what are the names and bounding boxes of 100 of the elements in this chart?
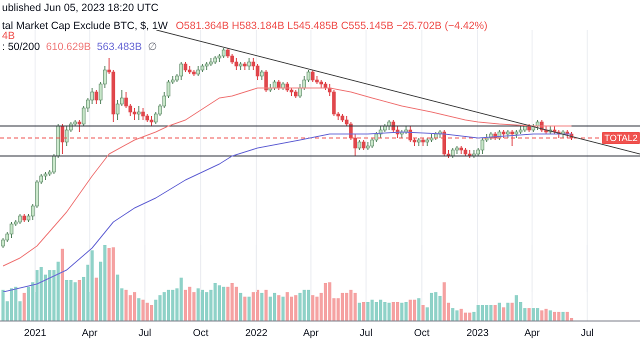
candlestick bbox=[136, 106, 141, 120]
candlestick bbox=[510, 130, 514, 146]
x-tick-label: Apr bbox=[303, 328, 320, 340]
candlestick bbox=[272, 80, 276, 90]
bar bbox=[22, 292, 26, 321]
bar bbox=[557, 312, 560, 321]
bar bbox=[234, 286, 238, 321]
bar bbox=[103, 245, 106, 321]
bar bbox=[260, 292, 264, 321]
bar bbox=[379, 300, 382, 321]
bar bbox=[370, 300, 374, 321]
bar bbox=[464, 312, 468, 321]
candlestick bbox=[480, 138, 484, 154]
bar bbox=[358, 302, 361, 321]
bar bbox=[536, 308, 540, 321]
bar bbox=[214, 283, 217, 321]
bar bbox=[132, 292, 136, 321]
annotation: : 50/200 bbox=[2, 41, 40, 53]
bar bbox=[200, 290, 204, 321]
bar bbox=[222, 286, 226, 321]
candlestick bbox=[222, 48, 226, 58]
bar bbox=[460, 308, 463, 321]
candlestick bbox=[226, 48, 230, 58]
candlestick bbox=[94, 90, 98, 104]
bar bbox=[489, 305, 493, 321]
ref-line-label: TOTAL2 bbox=[604, 133, 638, 143]
candlestick bbox=[370, 138, 374, 148]
bar bbox=[430, 292, 434, 321]
candlestick bbox=[374, 132, 378, 142]
bar bbox=[451, 308, 454, 321]
bar bbox=[548, 310, 552, 321]
bar bbox=[166, 290, 170, 321]
bar bbox=[171, 290, 174, 321]
bar bbox=[264, 290, 268, 321]
bar bbox=[417, 298, 420, 321]
candlestick bbox=[332, 90, 336, 116]
candlestick bbox=[442, 130, 446, 156]
bar bbox=[383, 302, 386, 321]
candlestick bbox=[264, 70, 268, 92]
x-tick-label: Apr bbox=[524, 328, 541, 340]
bar bbox=[124, 290, 128, 321]
bar bbox=[268, 296, 272, 321]
bar bbox=[345, 292, 348, 321]
candlestick bbox=[141, 108, 145, 120]
bar bbox=[400, 302, 404, 321]
bar bbox=[374, 302, 378, 321]
bar bbox=[146, 302, 149, 321]
bar bbox=[239, 292, 242, 321]
bar bbox=[184, 290, 188, 321]
bar bbox=[205, 292, 208, 321]
x-tick-label: Jul bbox=[360, 328, 372, 340]
bar bbox=[298, 292, 302, 321]
bar bbox=[527, 308, 531, 321]
bar bbox=[65, 280, 68, 321]
bar bbox=[328, 282, 332, 321]
bar bbox=[294, 295, 298, 321]
bar bbox=[354, 292, 357, 321]
bar bbox=[311, 295, 314, 321]
candlestick bbox=[260, 70, 264, 80]
bar bbox=[40, 267, 43, 321]
bar bbox=[116, 274, 120, 321]
candlestick bbox=[1, 238, 5, 248]
candlestick bbox=[358, 140, 362, 150]
bar bbox=[396, 302, 400, 321]
bar bbox=[252, 292, 255, 321]
bar bbox=[438, 296, 442, 321]
candlestick bbox=[132, 108, 136, 120]
bar bbox=[532, 308, 535, 321]
chart-title: ublished Jun 05, 2023 18:20 UTC bbox=[2, 2, 158, 14]
candlestick bbox=[362, 140, 366, 150]
bar bbox=[566, 312, 569, 321]
bar bbox=[494, 305, 497, 321]
bar bbox=[485, 305, 488, 321]
candlestick bbox=[179, 62, 184, 80]
candlestick bbox=[90, 88, 94, 104]
bar bbox=[510, 302, 514, 321]
candlestick bbox=[247, 58, 251, 70]
bar bbox=[412, 300, 416, 321]
bar bbox=[90, 250, 94, 321]
text: 563.483B bbox=[96, 41, 142, 53]
bar bbox=[150, 305, 154, 321]
candlestick bbox=[234, 58, 238, 70]
x-tick-label: 2022 bbox=[245, 328, 268, 340]
bar bbox=[480, 305, 484, 321]
candlestick bbox=[78, 120, 82, 132]
candlestick bbox=[256, 64, 260, 80]
bar bbox=[158, 295, 162, 321]
bar bbox=[506, 302, 510, 321]
bar bbox=[56, 262, 60, 321]
bar bbox=[408, 300, 412, 321]
candlestick bbox=[184, 62, 188, 72]
bar bbox=[14, 286, 18, 321]
bar bbox=[392, 302, 395, 321]
bar bbox=[272, 292, 276, 321]
bar bbox=[78, 280, 81, 321]
bar bbox=[1, 290, 5, 321]
x-tick-label: 2021 bbox=[24, 328, 47, 340]
candlestick bbox=[196, 66, 200, 76]
text: O581.364B H583.184B L545.485B C555.145B −25.702B (−4.42%) bbox=[176, 20, 488, 32]
bar bbox=[35, 270, 39, 321]
